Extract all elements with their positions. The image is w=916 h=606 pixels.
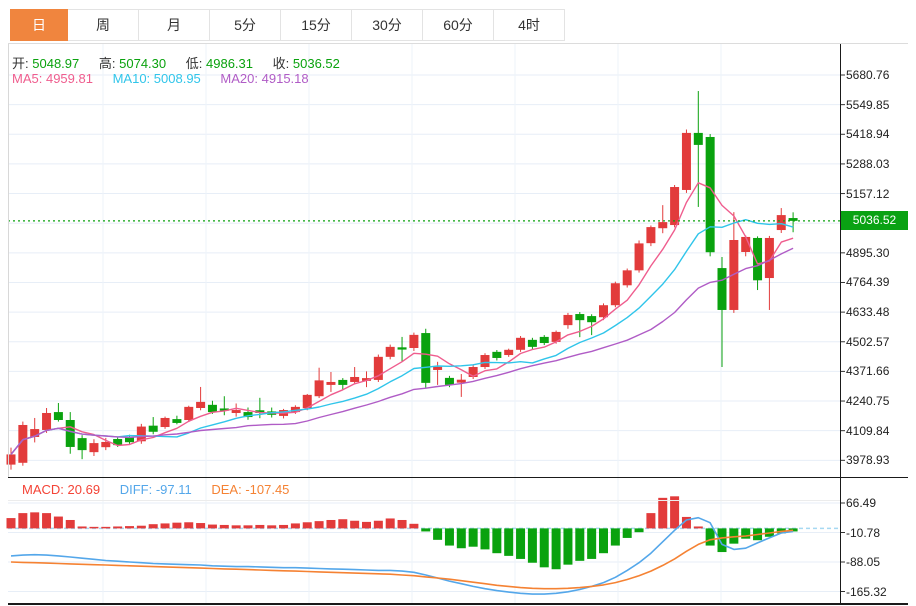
diff-value: -97.11 bbox=[155, 482, 192, 497]
open-value: 5048.97 bbox=[32, 56, 80, 71]
close-label: 收: bbox=[272, 56, 290, 71]
macd-legend-divider bbox=[8, 500, 840, 501]
low-value: 4986.31 bbox=[206, 56, 253, 71]
macd-legend: MACD: 20.69 DIFF: -97.11 DEA: -107.45 bbox=[22, 482, 305, 497]
ma20-label: MA20: bbox=[220, 71, 258, 86]
ma20-value: 4915.18 bbox=[261, 71, 309, 86]
ma5-label: MA5: bbox=[12, 71, 43, 86]
ma10-value: 5008.95 bbox=[153, 71, 201, 86]
y-axis-label: -10.78 bbox=[846, 525, 881, 540]
y-axis-label: 4109.84 bbox=[846, 423, 890, 438]
y-axis-label: 4633.48 bbox=[846, 305, 890, 320]
open-label: 开: bbox=[12, 56, 29, 71]
high-value: 5074.30 bbox=[119, 56, 167, 71]
y-axis-label: 66.49 bbox=[846, 496, 877, 510]
ma10-label: MA10: bbox=[112, 71, 151, 86]
low-label: 低: bbox=[185, 56, 203, 71]
y-axis-label: 4371.66 bbox=[846, 364, 890, 379]
y-axis-label: 5549.85 bbox=[846, 97, 890, 112]
current-price-tag: 5036.52 bbox=[841, 211, 908, 231]
y-axis-label: -165.32 bbox=[846, 584, 887, 599]
y-axis-label: 4502.57 bbox=[846, 334, 890, 349]
y-axis-label: 3978.93 bbox=[846, 453, 890, 468]
y-axis-label: 4764.39 bbox=[846, 275, 890, 290]
axis-border bbox=[840, 44, 841, 604]
tab-week[interactable]: 周 bbox=[67, 9, 139, 41]
diff-label: DIFF: bbox=[119, 482, 153, 497]
ma5-value: 4959.81 bbox=[45, 71, 93, 86]
ma-legend: MA5: 4959.81 MA10: 5008.95 MA20: 4915.18 bbox=[12, 71, 325, 86]
y-axis-label: 4240.75 bbox=[846, 394, 890, 409]
tab-4hour[interactable]: 4时 bbox=[493, 9, 565, 41]
dea-value: -107.45 bbox=[245, 482, 290, 497]
high-label: 高: bbox=[98, 56, 116, 71]
panel-divider bbox=[8, 477, 908, 478]
close-value: 5036.52 bbox=[292, 56, 340, 71]
tab-5min[interactable]: 5分 bbox=[209, 9, 281, 41]
left-border bbox=[8, 44, 9, 477]
timeframe-tabbar: 日 周 月 5分 15分 30分 60分 4时 bbox=[10, 9, 565, 41]
y-axis-label: 5157.12 bbox=[846, 186, 890, 201]
tab-day[interactable]: 日 bbox=[10, 9, 68, 41]
tab-15min[interactable]: 15分 bbox=[280, 9, 352, 41]
y-axis-label: -88.05 bbox=[846, 555, 881, 569]
y-axis-label: 5680.76 bbox=[846, 68, 890, 82]
ohlc-legend: 开: 5048.97 高: 5074.30 低: 4986.31 收: 5036… bbox=[12, 53, 356, 72]
tab-30min[interactable]: 30分 bbox=[351, 9, 423, 41]
y-axis-label: 4895.30 bbox=[846, 245, 890, 260]
y-axis-label: 5288.03 bbox=[846, 156, 890, 171]
tab-60min[interactable]: 60分 bbox=[422, 9, 494, 41]
macd-label: MACD: bbox=[22, 482, 64, 497]
dea-label: DEA: bbox=[211, 482, 242, 497]
y-axis-label: 5418.94 bbox=[846, 127, 890, 142]
tab-month[interactable]: 月 bbox=[138, 9, 210, 41]
macd-value: 20.69 bbox=[67, 482, 101, 497]
bottom-border bbox=[8, 603, 908, 605]
toolbar-divider bbox=[8, 43, 908, 44]
